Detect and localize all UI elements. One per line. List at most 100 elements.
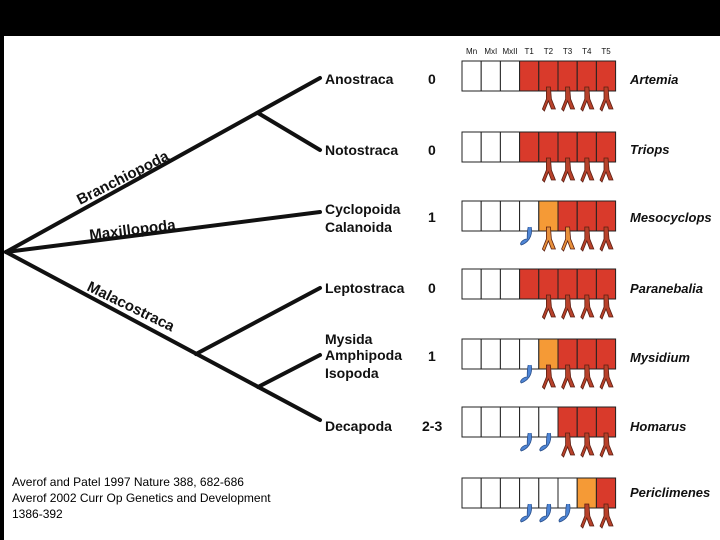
branch-leptostraca <box>194 286 322 356</box>
taxon-name: Leptostraca <box>325 280 405 296</box>
segment-row <box>461 200 617 252</box>
branch-maxillopoda <box>4 210 322 254</box>
clade-label-branchiopoda: Branchiopoda <box>74 147 172 208</box>
segment-cell <box>519 60 540 92</box>
taxon-name: Anostraca <box>325 71 394 87</box>
taxon-name: Notostraca <box>325 142 398 158</box>
segment-row <box>461 131 617 183</box>
genus-name: Homarus <box>630 419 686 434</box>
maxilliped-appendage <box>539 503 552 523</box>
taxon-name: Decapoda <box>325 418 392 434</box>
segment-cell <box>595 338 617 370</box>
taxon-name: Mysida <box>325 331 373 347</box>
segment-cell <box>461 60 482 92</box>
branch-malacostraca <box>4 250 322 422</box>
leg-appendage <box>541 364 556 390</box>
hox-count: 0 <box>428 71 436 87</box>
segment-cell <box>499 131 521 163</box>
segment-cell <box>480 268 501 300</box>
segment-row <box>461 338 617 390</box>
segment-header: T4 <box>582 47 592 56</box>
segment-cell <box>480 477 501 509</box>
leg-appendage <box>599 294 614 320</box>
leg-appendage <box>599 86 614 112</box>
maxilliped-appendage <box>520 226 532 246</box>
segment-cell <box>538 406 559 438</box>
leg-appendage <box>561 364 576 390</box>
hox-count: 0 <box>428 280 436 296</box>
hox-count: 1 <box>428 348 436 364</box>
segment-cell <box>461 406 482 438</box>
segment-header: T2 <box>544 47 554 56</box>
segment-cell <box>576 131 597 163</box>
taxon-labels: Anostraca 0 Notostraca 0 Cyclopoida Calanoida… <box>325 71 442 434</box>
leg-appendage <box>541 226 556 252</box>
maxilliped-appendage <box>558 503 571 523</box>
segment-cell <box>538 268 559 300</box>
hox-count: 0 <box>428 142 436 158</box>
taxon-name: Isopoda <box>325 365 379 381</box>
segment-header: MxI <box>484 47 497 56</box>
segment-cell <box>480 131 501 163</box>
segment-cell <box>576 60 597 92</box>
segment-cell <box>576 200 597 232</box>
leg-appendage <box>580 503 595 529</box>
top-bar <box>0 0 720 36</box>
clade-label-malacostraca: Malacostraca <box>84 278 177 335</box>
leg-appendage <box>599 503 614 529</box>
segment-cell <box>519 477 540 509</box>
segment-cell <box>499 406 521 438</box>
clade-label-maxillopoda: Maxillopoda <box>88 216 177 244</box>
branch-branchiopoda <box>4 76 322 254</box>
genus-name: Triops <box>630 142 670 157</box>
segment-cell <box>519 268 540 300</box>
segment-cell <box>595 60 617 92</box>
maxilliped-appendage <box>520 503 532 523</box>
genus-name: Mysidium <box>630 350 690 365</box>
segment-cell <box>519 406 540 438</box>
segment-cell <box>557 406 578 438</box>
segment-header: MxII <box>502 47 517 56</box>
segment-cell <box>519 338 540 370</box>
segment-cell <box>576 477 597 509</box>
segment-cell <box>538 338 559 370</box>
segment-cell <box>576 268 597 300</box>
segment-cell <box>538 60 559 92</box>
citation-line: Averof and Patel 1997 Nature 388, 682-68… <box>12 475 244 489</box>
segment-cell <box>519 200 540 232</box>
segment-cell <box>595 477 617 509</box>
leg-appendage <box>561 294 576 320</box>
leg-appendage <box>561 226 576 252</box>
leg-appendage <box>541 157 556 183</box>
segment-cell <box>576 406 597 438</box>
segment-cell <box>557 268 578 300</box>
maxilliped-appendage <box>539 432 552 452</box>
taxon-name: Calanoida <box>325 219 392 235</box>
segment-cell <box>576 338 597 370</box>
leg-appendage <box>599 157 614 183</box>
segment-row <box>461 477 617 529</box>
cladogram: Branchiopoda Maxillopoda Malacostraca <box>4 76 322 422</box>
leg-appendage <box>580 294 595 320</box>
hox-count: 2-3 <box>422 418 442 434</box>
segment-cell <box>557 200 578 232</box>
genus-name: Artemia <box>629 72 678 87</box>
segment-row <box>461 60 617 112</box>
leg-appendage <box>580 226 595 252</box>
segment-cell <box>499 200 521 232</box>
leg-appendage <box>580 364 595 390</box>
segment-rows <box>461 60 617 529</box>
leg-appendage <box>561 86 576 112</box>
segment-header: T1 <box>525 47 535 56</box>
maxilliped-appendage <box>520 432 532 452</box>
segment-header: T5 <box>601 47 611 56</box>
genus-labels: Artemia Triops Mesocyclops Paranebalia Mysid… <box>629 72 712 500</box>
segment-cell <box>595 131 617 163</box>
segment-cell <box>480 60 501 92</box>
segment-cell <box>461 338 482 370</box>
taxon-name: Amphipoda <box>325 347 402 363</box>
segment-cell <box>538 200 559 232</box>
segment-cell <box>461 200 482 232</box>
